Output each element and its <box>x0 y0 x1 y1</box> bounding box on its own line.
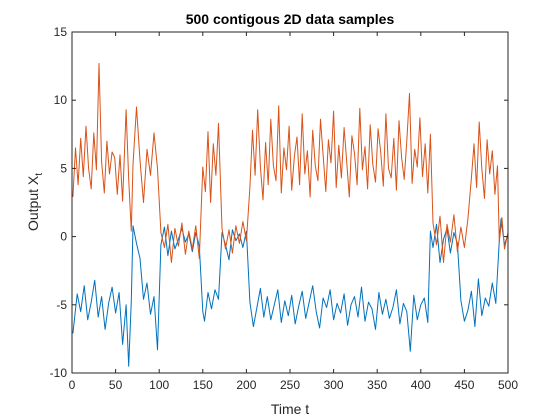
y-axis-ticks: -10 -5 0 5 10 15 <box>50 25 508 380</box>
y-axis-label: Output Xt <box>25 173 45 231</box>
x-tick-label: 0 <box>69 378 76 392</box>
y-tick-label: -5 <box>56 298 67 312</box>
x-tick-label: 150 <box>193 378 213 392</box>
series-2-line <box>72 62 509 263</box>
y-tick-label: 5 <box>60 161 67 175</box>
y-axis-label-main: Output X <box>25 175 41 231</box>
y-tick-label: 0 <box>60 230 67 244</box>
x-tick-label: 50 <box>109 378 123 392</box>
x-axis-label: Time t <box>271 401 309 417</box>
y-tick-label: 10 <box>54 93 68 107</box>
x-axis-ticks: 0 50 100 150 200 250 300 350 400 450 500 <box>69 32 518 392</box>
x-tick-label: 300 <box>324 378 344 392</box>
y-tick-label: 15 <box>54 25 68 39</box>
series-layer <box>72 62 509 367</box>
y-tick-label: -10 <box>50 366 68 380</box>
series-1-line <box>72 218 509 367</box>
chart-title: 500 contigous 2D data samples <box>186 11 395 27</box>
x-tick-label: 200 <box>236 378 256 392</box>
x-tick-label: 350 <box>367 378 387 392</box>
x-tick-label: 500 <box>498 378 518 392</box>
y-axis-label-subscript: t <box>34 173 45 176</box>
x-tick-label: 450 <box>454 378 474 392</box>
x-tick-label: 100 <box>149 378 169 392</box>
x-tick-label: 400 <box>411 378 431 392</box>
plot-area <box>72 32 508 373</box>
x-tick-label: 250 <box>280 378 300 392</box>
